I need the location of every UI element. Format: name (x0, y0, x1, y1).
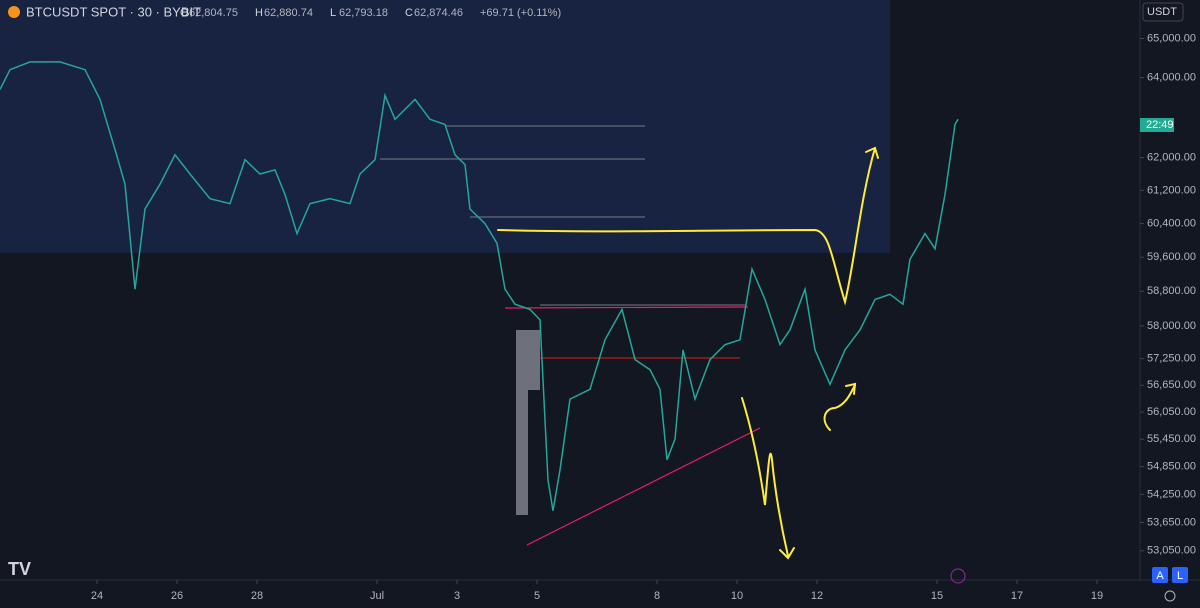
annotation-arrowhead (779, 547, 795, 560)
y-tick-label: 60,400.00 (1147, 218, 1196, 230)
ohlc-value: 62,804.75 (189, 7, 238, 19)
price-line (0, 61, 959, 511)
x-tick-label: Jul (370, 590, 384, 602)
ohlc-label: C (405, 7, 413, 19)
x-tick-label: 5 (534, 590, 540, 602)
chart-title: BTCUSDT SPOT · 30 · BYBIT (26, 4, 201, 19)
y-tick-label: 56,650.00 (1147, 379, 1196, 391)
scale-button-label[interactable]: A (1156, 570, 1164, 582)
x-tick-label: 17 (1011, 590, 1023, 602)
annotation-arrowhead (845, 382, 857, 395)
x-tick-label: 28 (251, 590, 263, 602)
y-tick-label: 58,800.00 (1147, 285, 1196, 297)
y-tick-label: 65,000.00 (1147, 32, 1196, 44)
profile-block (516, 390, 528, 515)
ohlc-value: 62,793.18 (339, 7, 388, 19)
y-tick-label: 62,000.00 (1147, 152, 1196, 164)
x-tick-label: 24 (91, 590, 103, 602)
level-lines (380, 125, 745, 306)
logo: TV (8, 559, 31, 579)
flash-icon[interactable] (950, 568, 966, 584)
y-tick-label: 59,600.00 (1147, 251, 1196, 263)
x-tick-label: 10 (731, 590, 743, 602)
ohlc-label: O (180, 7, 189, 19)
x-tick-label: 12 (811, 590, 823, 602)
scale-button[interactable] (1152, 567, 1168, 583)
annotation-arrow (497, 147, 876, 306)
x-tick-label: 15 (931, 590, 943, 602)
profile-block (516, 330, 540, 390)
y-tick-label: 53,650.00 (1147, 516, 1196, 528)
currency[interactable]: USDT (1147, 6, 1177, 18)
y-tick-label: 64,000.00 (1147, 72, 1196, 84)
y-tick-label: 61,200.00 (1147, 184, 1196, 196)
countdown: 22:49 (1146, 119, 1174, 131)
annotations (497, 146, 879, 560)
annotation-arrow (741, 397, 789, 557)
annotation-arrow (823, 384, 856, 431)
y-tick-label: 57,250.00 (1147, 353, 1196, 365)
currency-button[interactable] (1142, 2, 1184, 22)
settings-icon[interactable] (1164, 590, 1176, 602)
ohlc-value: 62,880.74 (264, 7, 313, 19)
volume-profile (516, 330, 540, 515)
ohlc-label: L (330, 7, 336, 19)
y-tick-label: 54,250.00 (1147, 488, 1196, 500)
y-tick-label: 53,050.00 (1147, 545, 1196, 557)
countdown-box (1140, 118, 1174, 132)
annotation-arrowhead (865, 146, 879, 159)
scale-button[interactable] (1172, 567, 1188, 583)
x-tick-label: 26 (171, 590, 183, 602)
y-tick-label: 56,050.00 (1147, 406, 1196, 418)
scale-button-label[interactable]: L (1177, 570, 1183, 582)
x-tick-label: 19 (1091, 590, 1103, 602)
y-tick-label: 58,000.00 (1147, 320, 1196, 332)
x-tick-label: 8 (654, 590, 660, 602)
ohlc-label: H (255, 7, 263, 19)
trendline (504, 306, 749, 309)
change: +69.71 (+0.11%) (480, 7, 561, 19)
ohlc-value: 62,874.46 (414, 7, 463, 19)
trendlines (504, 306, 761, 546)
ohlc-legend: O 62,804.75 H 62,880.74 L 62,793.18 C 62,874.46… (180, 7, 561, 19)
y-tick-label: 55,450.00 (1147, 433, 1196, 445)
x-tick-label: 3 (454, 590, 460, 602)
y-tick-label: 54,850.00 (1147, 461, 1196, 473)
symbol-icon (8, 6, 20, 18)
trendline (526, 427, 761, 546)
